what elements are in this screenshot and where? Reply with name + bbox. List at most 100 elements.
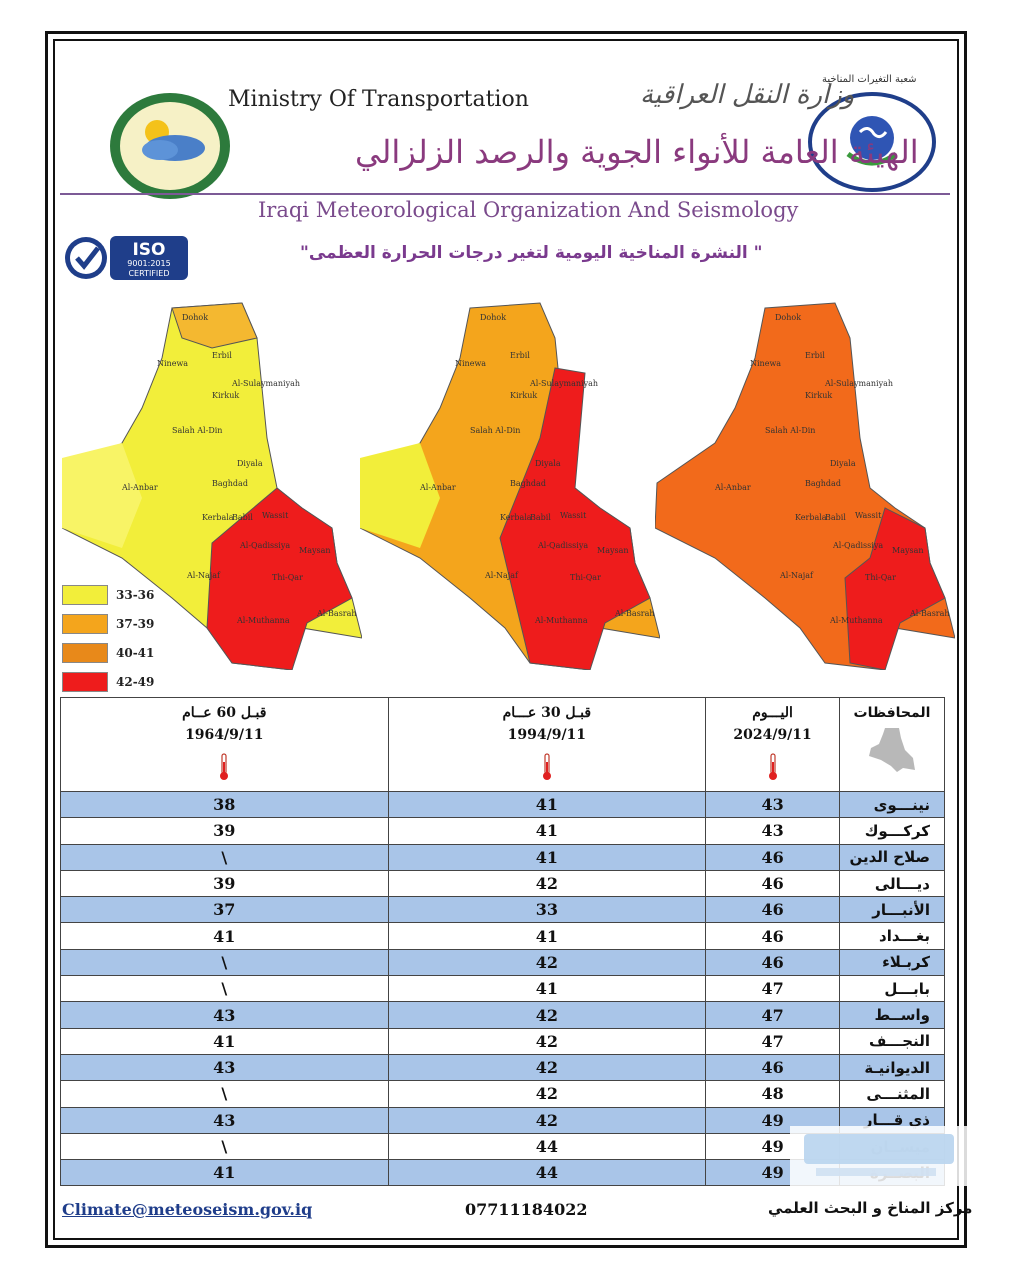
cell-30-years-ago: 41 [387, 975, 707, 1003]
svg-text:Dohok: Dohok [775, 313, 801, 322]
svg-text:Baghdad: Baghdad [212, 479, 248, 488]
svg-text:Maysan: Maysan [299, 546, 331, 555]
map-1964: Dohok Erbil Ninewa Al-Sulaymaniyah Kirkuk Sa… [62, 302, 362, 670]
cell-30-years-ago: 44 [387, 1159, 707, 1187]
footer-center-name: مركز المناخ و البحث العلمي [768, 1199, 973, 1217]
legend-item: 37-39 [62, 614, 222, 636]
cell-today: 46 [705, 843, 841, 871]
ministry-title-en: Ministry Of Transportation [228, 87, 529, 112]
svg-text:Al-Muthanna: Al-Muthanna [534, 616, 588, 625]
cell-governorate: نينـــوى [839, 790, 945, 819]
cell-governorate: ديـــالى [839, 869, 945, 898]
cell-30-years-ago: 42 [387, 948, 707, 977]
svg-text:Al-Najaf: Al-Najaf [484, 571, 519, 580]
page-border-inner [53, 39, 959, 1240]
cell-60-years-ago: \ [60, 1132, 389, 1161]
table-row: \ 41 46 صلاح الدين [60, 843, 945, 871]
table-row: \ 42 46 كربـلاء [60, 948, 945, 977]
cell-60-years-ago: 39 [60, 869, 389, 898]
org-title-en: Iraqi Meteorological Organization And Se… [258, 198, 799, 222]
table-row: 41 41 46 بغـــداد [60, 922, 945, 950]
cell-60-years-ago: \ [60, 843, 389, 871]
thermometer-icon [768, 753, 777, 780]
header-60-label: قبـل 60 عــام [182, 705, 267, 721]
svg-text:Al-Basrah: Al-Basrah [909, 609, 950, 618]
svg-text:Kirkuk: Kirkuk [212, 391, 239, 400]
table-row: 38 41 43 نينـــوى [60, 790, 945, 819]
legend-label: 33-36 [116, 588, 155, 602]
svg-text:Thi-Qar: Thi-Qar [570, 573, 601, 582]
svg-text:Salah Al-Din: Salah Al-Din [470, 426, 520, 435]
cell-governorate: النجـــف [839, 1027, 945, 1055]
cell-60-years-ago: 41 [60, 922, 389, 950]
svg-text:Al-Qadissiya: Al-Qadissiya [832, 541, 883, 550]
svg-text:Erbil: Erbil [510, 351, 530, 360]
table-row: 37 33 46 الأنبـــار [60, 896, 945, 924]
svg-text:Al-Sulaymaniyah: Al-Sulaymaniyah [824, 379, 893, 388]
watermark-logo [790, 1126, 970, 1186]
contact-phone: 07711184022 [465, 1200, 588, 1219]
cell-30-years-ago: 42 [387, 1027, 707, 1055]
cell-governorate: صلاح الدين [839, 843, 945, 871]
cell-60-years-ago: \ [60, 1080, 389, 1108]
header-today-label: اليـــوم [752, 705, 793, 721]
ministry-title-ar: وزارة النقل العراقية [640, 80, 855, 110]
table-row: \ 41 47 بابـــل [60, 975, 945, 1003]
cell-governorate: واســط [839, 1001, 945, 1029]
cell-today: 47 [705, 1027, 841, 1055]
svg-text:Al-Qadissiya: Al-Qadissiya [537, 541, 588, 550]
cell-today: 46 [705, 922, 841, 950]
svg-text:Thi-Qar: Thi-Qar [272, 573, 303, 582]
header-today: اليـــوم 2024/9/11 [705, 697, 841, 792]
header-30-date: 1994/9/11 [507, 727, 587, 743]
iso-standard: 9001:2015 [127, 259, 170, 268]
cell-30-years-ago: 41 [387, 843, 707, 871]
meteorological-org-logo [110, 93, 230, 199]
svg-text:Maysan: Maysan [892, 546, 924, 555]
legend-item: 42-49 [62, 672, 222, 694]
cell-60-years-ago: \ [60, 975, 389, 1003]
legend-swatch [62, 585, 108, 605]
header-30-years-ago: قبـل 30 عـــام 1994/9/11 [387, 697, 707, 792]
svg-text:Thi-Qar: Thi-Qar [865, 573, 896, 582]
cell-60-years-ago: \ [60, 948, 389, 977]
table-row: 43 42 47 واســط [60, 1001, 945, 1029]
svg-text:Diyala: Diyala [830, 459, 856, 468]
legend-item: 33-36 [62, 585, 222, 607]
contact-email-link[interactable]: Climate@meteoseism.gov.iq [62, 1200, 313, 1219]
cell-governorate: بغـــداد [839, 922, 945, 950]
cell-30-years-ago: 41 [387, 790, 707, 819]
svg-text:Al-Najaf: Al-Najaf [186, 571, 221, 580]
header-60-date: 1964/9/11 [185, 727, 264, 743]
cell-60-years-ago: 38 [60, 790, 389, 819]
svg-text:Baghdad: Baghdad [510, 479, 546, 488]
svg-text:Kirkuk: Kirkuk [510, 391, 537, 400]
legend-label: 37-39 [116, 617, 155, 631]
svg-text:Al-Sulaymaniyah: Al-Sulaymaniyah [529, 379, 598, 388]
cell-governorate: بابـــل [839, 975, 945, 1003]
header-governorates: المحافظات [839, 697, 945, 792]
cell-governorate: الديوانيـة [839, 1053, 945, 1082]
svg-text:Babil: Babil [530, 513, 551, 522]
svg-text:Al-Muthanna: Al-Muthanna [236, 616, 290, 625]
iso-label: ISO [132, 240, 165, 260]
iso-certified: CERTIFIED [128, 269, 169, 278]
svg-text:Erbil: Erbil [805, 351, 825, 360]
climate-research-center-logo [808, 92, 936, 192]
legend-swatch [62, 614, 108, 634]
svg-text:Ninewa: Ninewa [750, 359, 781, 368]
thermometer-icon [542, 753, 551, 780]
legend-swatch [62, 643, 108, 663]
cell-30-years-ago: 42 [387, 1053, 707, 1082]
svg-text:Wassit: Wassit [262, 511, 289, 520]
svg-text:Al-Qadissiya: Al-Qadissiya [239, 541, 290, 550]
legend-item: 40-41 [62, 643, 222, 665]
cell-30-years-ago: 42 [387, 1080, 707, 1108]
cell-30-years-ago: 42 [387, 1001, 707, 1029]
cell-60-years-ago: 43 [60, 1001, 389, 1029]
svg-text:Al-Basrah: Al-Basrah [614, 609, 655, 618]
svg-text:Wassit: Wassit [855, 511, 882, 520]
svg-text:Babil: Babil [232, 513, 253, 522]
header-gov-label: المحافظات [853, 705, 931, 721]
map-2024: Dohok Erbil Ninewa Al-Sulaymaniyah Kirkuk Sa… [655, 302, 955, 670]
